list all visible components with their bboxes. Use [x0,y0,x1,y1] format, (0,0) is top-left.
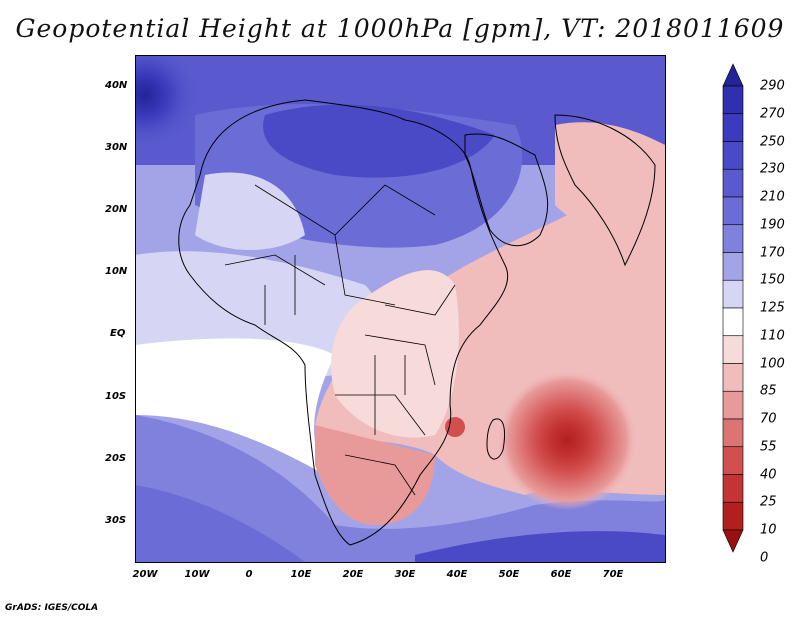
colorbar-segment [722,252,744,281]
lon-label-50e: 50E [498,569,520,580]
colorbar-segment [722,501,744,531]
colorbar-label: 125 [760,300,785,316]
lon-label-70e: 70E [602,569,624,580]
arabia-coastline [464,133,549,247]
map-border [135,55,666,563]
colorbar-segment [722,224,744,253]
colorbar-segment [722,418,744,448]
colorbar-bottom-arrow [722,529,744,553]
colorbar-label: 70 [760,411,777,427]
lat-label-20n: 20N [105,204,128,215]
colorbar-segment [722,307,744,337]
colorbar [722,63,744,553]
colorbar-label: 55 [760,439,777,455]
colorbar-label: 170 [760,245,785,260]
colorbar-label: 40 [760,467,777,482]
colorbar-segment [722,85,744,115]
lon-label-20e: 20E [342,569,364,580]
lon-label-10e: 10E [290,569,312,580]
colorbar-segment [722,335,744,364]
chart-title: Geopotential Height at 1000hPa [gpm], VT… [15,14,785,43]
field-east-africa-low [331,270,459,438]
country-borders [224,184,456,496]
grads-credit: GrADS: IGES/COLA [5,603,99,613]
lon-label-0: 0 [245,569,253,580]
field-med-high [263,104,495,178]
field-mascarene-low [497,370,637,510]
field-nw-high-center [135,55,200,150]
colorbar-label: 85 [760,383,777,399]
lon-label-20w: 20W [132,569,158,580]
lon-label-10w: 10W [184,569,210,580]
field-arabian-low [555,122,665,239]
colorbar-segment [722,279,744,309]
colorbar-label: 190 [760,217,785,233]
lat-label-30n: 30N [105,142,128,153]
colorbar-segment [722,363,744,392]
colorbar-segment [722,113,744,142]
colorbar-segment [722,390,744,420]
colorbar-segment [722,446,744,475]
field-mozambique-low [445,417,465,437]
lon-label-30e: 30E [394,569,416,580]
lat-label-10n: 10N [105,266,128,277]
colorbar-segment [722,141,744,170]
field-south-africa-low [315,425,435,525]
field-sa-deeper [135,485,305,562]
field-atlantic-band [135,338,335,475]
colorbar-label: 0 [760,550,769,566]
colorbar-segment [722,196,744,226]
colorbar-label: 10 [760,522,777,538]
madagascar-coastline [486,418,506,460]
lat-label-30s: 30S [105,515,127,526]
colorbar-label: 290 [760,78,785,94]
lon-label-40e: 40E [446,569,468,580]
lat-label-eq: EQ [110,328,126,339]
colorbar-label: 110 [760,328,785,344]
lat-label-20s: 20S [105,453,127,464]
colorbar-label: 150 [760,272,785,288]
lon-label-60e: 60E [550,569,572,580]
lat-label-10s: 10S [105,391,127,402]
colorbar-label: 210 [760,189,785,205]
africa-coastline [178,99,509,546]
colorbar-label: 100 [760,356,785,371]
field-southern-deeper [415,531,665,562]
map-panel [135,55,666,563]
colorbar-segment [722,474,744,503]
colorbar-label: 250 [760,134,785,149]
colorbar-label: 25 [760,494,777,510]
lat-label-40n: 40N [105,80,128,91]
colorbar-label: 230 [760,161,785,177]
colorbar-segment [722,168,744,198]
colorbar-top-arrow [722,63,744,87]
field-sahel [195,172,305,250]
india-coastline [554,114,656,267]
colorbar-label: 270 [760,106,785,122]
